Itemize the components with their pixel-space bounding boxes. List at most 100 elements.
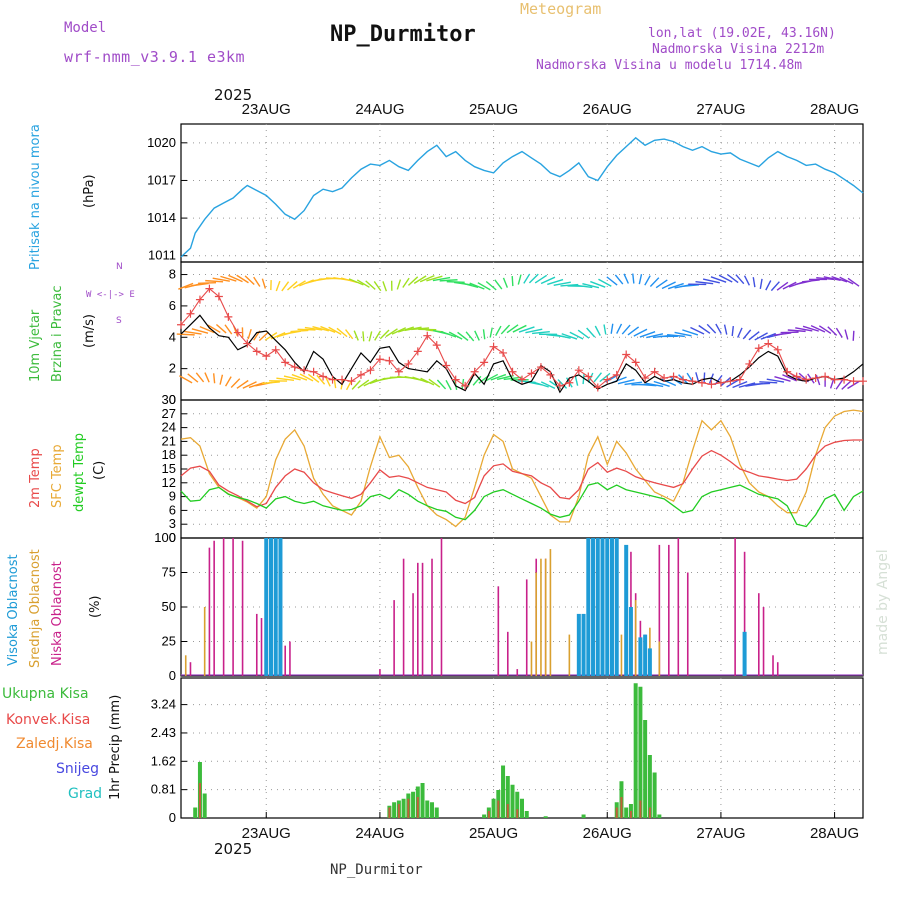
wind-gust-marker [385,356,394,365]
precip-total-bar [581,814,586,818]
precip-ytick-label: 0 [169,810,176,825]
wind-arrow [253,276,261,287]
wind-arrow [461,282,479,288]
cloud-low-bar [525,579,528,676]
wind-arrow [184,330,202,335]
wind-arrow [827,326,838,336]
temp-ytick-label: 12 [162,475,176,490]
precip-convective-bar [198,783,201,818]
wind-arrow [353,330,359,341]
cloud-high-bar [647,648,652,676]
precip-total-bar [202,793,207,818]
wind-arrow [553,281,571,287]
wind-arrow [787,329,806,333]
precip-total-bar [643,720,648,818]
wind-arrow [402,277,410,288]
cloud-high-bar [586,538,591,676]
wind-arrow [726,379,740,388]
wind-arrow [638,383,657,387]
wind-arrow [290,329,309,333]
wind-arrow [261,278,267,289]
elevation-label: Nadmorska Visina 2212m [652,42,825,57]
precip-total-bar [491,798,496,818]
temp-unit: (C) [92,460,107,480]
wind-arrow [823,276,841,281]
precip-ytick-label: 3.24 [151,697,176,712]
wind-arrow [368,331,373,342]
wind-arrow [666,334,685,338]
wind-arrow [474,330,480,341]
wind-arrow [287,281,298,291]
wind-arrow [540,381,556,389]
wind-arrow [457,331,469,342]
precip-total-bar [193,807,198,818]
wind-arrow [632,273,635,284]
wind-arrow [582,374,585,385]
precip-total-bar [633,683,638,818]
day-label-bottom: 24AUG [355,825,404,842]
wind-arrow [782,374,798,382]
wind-gust-marker [707,380,716,389]
wind-gust-marker [849,377,858,386]
precip-convective-bar [516,809,519,818]
wind-gust-marker [688,377,697,386]
wind-arrow [735,274,745,285]
wind-arrow [599,372,611,383]
precip-convective-bar [397,804,400,818]
wind-arrow [320,325,336,333]
wind-arrow [574,375,579,386]
wind-arrow [852,330,855,341]
wind-gust-marker [669,372,678,381]
wind-gust-marker [660,374,669,383]
footer-station: NP_Durmitor [330,862,423,878]
cloud-low-bar [189,662,192,676]
wind-gust-marker [612,370,621,379]
precip-total-bar [515,791,520,818]
precip-convective-bar [506,804,509,818]
wind-arrow [523,273,531,284]
wind-gust-marker [177,320,185,329]
wind-arrow [205,279,224,283]
precip-total-bar [420,783,425,818]
wind-arrow [742,329,752,340]
wind-arrow [532,381,549,388]
wind-arrow [244,275,255,286]
temp-ytick-label: 0 [169,530,176,545]
wind-gust-marker [499,348,508,357]
cloud-low-bar [232,538,234,676]
wind-arrow [469,282,485,290]
wind-arrow [236,274,249,284]
wind-arrow [396,279,402,290]
wind-gust-marker [281,358,290,367]
wind-gust-line [180,287,863,389]
wind-arrow [506,324,519,334]
wind-arrow [356,279,370,288]
wind-gust-marker [764,339,773,348]
wind-arrow [844,329,849,340]
wind-gust-marker [432,341,441,350]
wind-arrow [582,282,600,289]
wind-arrow [776,281,789,291]
wind-arrow [220,275,237,282]
wind-gust-marker [773,345,782,354]
wind-arrow [500,324,511,335]
wind-arrow [373,281,382,292]
wind-arrow [262,381,280,385]
wind-arrow [732,380,748,389]
wind-ytick-label: 6 [169,298,176,313]
wind-arrow [639,331,656,338]
wind-arrow [324,376,331,387]
cloud-high-bar [624,544,629,676]
wind-gust-marker [394,367,403,376]
wind-gust-marker [413,347,422,356]
wind-arrow [841,380,852,390]
wind-arrow [176,333,195,336]
pressure-frame [180,123,864,263]
wind-arrow [351,379,361,390]
wind-gust-marker [821,372,830,381]
wind-gust-marker [271,345,280,354]
wind-arrow [627,326,640,336]
model-label: Model [64,20,107,36]
pressure-ylabel: Pritisak na nivou mora [28,124,43,270]
day-label-bottom: 26AUG [583,825,632,842]
